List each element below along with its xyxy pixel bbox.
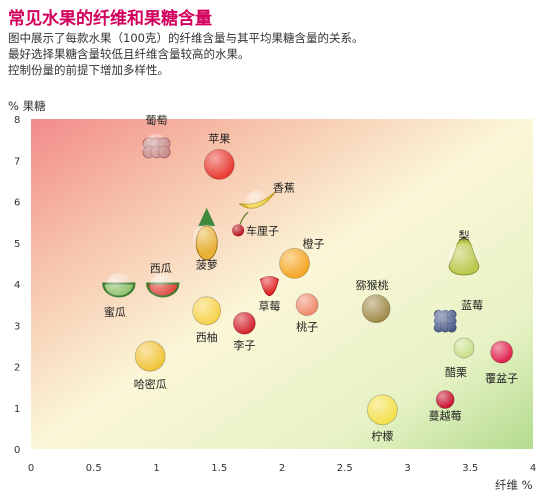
fruit-label: 菠萝	[196, 259, 218, 272]
x-tick-label: 0.5	[86, 463, 102, 474]
fruit-label: 蓝莓	[461, 299, 483, 312]
fruit-label: 柠檬	[371, 429, 393, 443]
point-highlight	[233, 312, 256, 335]
y-tick-label: 5	[14, 239, 20, 250]
point-highlight	[204, 149, 235, 180]
orange-icon	[279, 247, 310, 279]
description-line-1: 图中展示了每款水果（100克）的纤维含量与其平均果糖含量的关系。	[8, 31, 364, 45]
point-highlight	[135, 341, 166, 372]
grapefruit-icon	[192, 296, 222, 326]
fruit-label: 李子	[233, 338, 255, 352]
x-tick-label: 4	[530, 463, 536, 474]
cranberry-icon	[435, 390, 455, 409]
description-line-3: 控制份量的前提下增加多样性。	[8, 63, 169, 77]
raspberry-icon	[490, 340, 514, 364]
x-axis-label: 纤维 %	[495, 478, 533, 492]
y-tick-label: 6	[14, 198, 20, 209]
fruit-label: 香蕉	[273, 182, 295, 195]
gooseberry-icon	[453, 337, 475, 359]
description-line-2: 最好选择果糖含量较低且纤维含量较高的水果。	[8, 47, 250, 61]
fruit-label: 蔓越莓	[429, 409, 462, 423]
fruit-label: 梨	[458, 228, 469, 242]
chart-title: 常见水果的纤维和果糖含量	[8, 9, 212, 29]
fruit-label: 车厘子	[246, 223, 279, 237]
point-highlight	[296, 293, 319, 316]
point-highlight	[149, 273, 176, 300]
point-highlight	[260, 275, 279, 293]
x-tick-label: 2	[279, 463, 285, 474]
x-tick-label: 2.5	[337, 463, 353, 474]
fruit-label: 西瓜	[150, 262, 172, 275]
point-highlight	[432, 308, 459, 335]
banana-icon	[239, 190, 277, 213]
point-highlight	[367, 394, 398, 425]
fruit-label: 桃子	[296, 320, 318, 334]
point-highlight	[436, 390, 455, 409]
cherry-icon	[232, 211, 249, 237]
grapes-icon	[142, 133, 171, 162]
y-tick-label: 1	[14, 404, 20, 415]
fruit-label: 苹果	[208, 131, 230, 145]
fruit-label: 醋栗	[445, 365, 467, 379]
point-highlight	[142, 133, 171, 162]
apple-icon	[203, 148, 235, 180]
x-tick-label: 3.5	[462, 463, 478, 474]
pineapple-icon	[192, 207, 221, 261]
fruit-label: 西柚	[196, 330, 218, 344]
watermelon-icon	[146, 273, 180, 300]
fruit-label: 葡萄	[146, 114, 168, 127]
point-highlight	[192, 296, 221, 325]
point-highlight	[453, 337, 474, 358]
strawberry-icon	[259, 275, 279, 297]
point-highlight	[105, 273, 132, 300]
plum-icon	[232, 311, 256, 335]
point-highlight	[362, 294, 391, 323]
y-tick-label: 7	[14, 156, 20, 167]
peach-icon	[295, 293, 319, 317]
point-highlight	[447, 243, 480, 276]
lemon-icon	[366, 394, 398, 426]
x-tick-label: 1.5	[211, 463, 227, 474]
y-tick-label: 8	[14, 115, 20, 126]
fruit-label: 覆盆子	[485, 371, 518, 385]
melon-icon	[102, 273, 136, 300]
y-axis-label: % 果糖	[8, 99, 46, 113]
fruit-label: 橙子	[303, 236, 325, 250]
pear-icon	[447, 237, 480, 276]
fruit-label: 哈密瓜	[134, 377, 167, 391]
point-highlight	[232, 224, 245, 237]
y-tick-label: 2	[14, 363, 20, 374]
kiwi-icon	[361, 294, 391, 324]
fruit-label: 蜜瓜	[104, 305, 126, 319]
x-tick-label: 0	[28, 463, 34, 474]
x-tick-label: 3	[404, 463, 410, 474]
point-highlight	[490, 341, 513, 364]
y-tick-label: 3	[14, 321, 20, 332]
point-highlight	[192, 224, 221, 253]
cantaloupe-icon	[134, 340, 166, 372]
blueberry-icon	[432, 308, 459, 335]
fruit-label: 草莓	[258, 300, 280, 313]
fruit-label: 猕猴桃	[356, 278, 389, 292]
point-highlight	[245, 190, 268, 213]
y-tick-label: 4	[14, 280, 20, 291]
y-tick-label: 0	[14, 445, 20, 456]
x-tick-label: 1	[153, 463, 159, 474]
point-highlight	[279, 248, 310, 279]
